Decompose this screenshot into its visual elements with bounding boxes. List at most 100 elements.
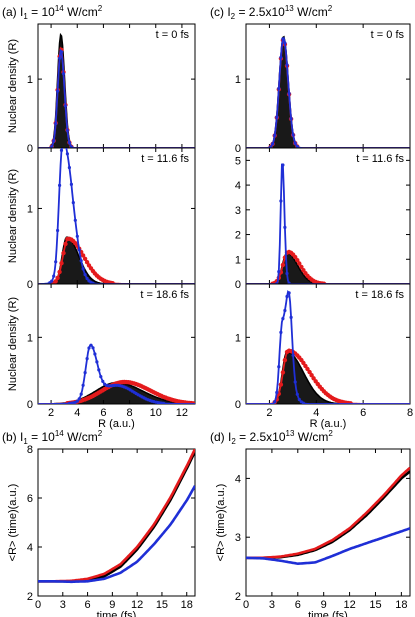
data-point-blue xyxy=(289,117,293,121)
data-point-blue xyxy=(50,145,54,148)
y-tick-label: 0 xyxy=(27,399,33,411)
data-point-blue xyxy=(54,260,58,264)
y-tick-label: 1 xyxy=(27,203,33,215)
data-point-red xyxy=(57,269,62,275)
x-axis-label: R (a.u.) xyxy=(98,418,135,430)
data-point-blue xyxy=(101,379,105,383)
title-part: 1 xyxy=(23,12,28,21)
series-line-black xyxy=(246,35,410,148)
series-fill-black xyxy=(38,382,195,404)
data-point-blue xyxy=(297,397,301,402)
data-point-red xyxy=(297,261,302,266)
data-point-blue xyxy=(87,346,91,350)
data-point-blue xyxy=(277,365,281,369)
data-point-blue xyxy=(277,270,281,274)
y-tick-label: 0 xyxy=(27,143,33,155)
panel-b: 0 3 6 9 12 15 18 2 4 6 8 time (fs) <R> (time)(a.u.) xyxy=(7,444,196,617)
data-point-blue xyxy=(283,225,287,229)
title-part: 13 xyxy=(285,4,294,13)
y-tick-label: 2 xyxy=(27,591,33,603)
title-part: 14 xyxy=(55,4,64,13)
series-line-blue xyxy=(38,485,195,584)
x-tick-label: 9 xyxy=(109,599,115,611)
plot-area xyxy=(38,32,195,148)
x-tick-label: 9 xyxy=(321,599,327,611)
data-point-blue xyxy=(81,383,85,387)
plot-area xyxy=(246,466,410,566)
data-point-blue xyxy=(287,291,291,295)
x-tick-label: 3 xyxy=(269,599,275,611)
panel-c1: 0 1 2 3 4 5 t = 11.6 fs xyxy=(235,147,411,291)
series-fill-black xyxy=(246,352,410,404)
title-part: 2 xyxy=(328,4,333,13)
data-point-blue xyxy=(69,182,73,186)
data-point-blue xyxy=(95,360,99,364)
plot-frame xyxy=(245,283,411,405)
time-label: t = 18.6 fs xyxy=(140,289,189,301)
data-point-blue xyxy=(85,357,89,361)
x-tick-label: 12 xyxy=(131,599,143,611)
x-tick-label: 6 xyxy=(295,599,301,611)
y-tick-label: 1 xyxy=(27,332,33,344)
x-tick-label: 15 xyxy=(156,599,168,611)
series-line-blue xyxy=(246,289,410,404)
title-part: W/cm xyxy=(64,5,98,19)
series-line-red xyxy=(38,449,195,583)
title-part: 2 xyxy=(231,12,236,21)
plot-area xyxy=(38,449,195,584)
time-label: t = 18.6 fs xyxy=(355,289,404,301)
title-part: = 10 xyxy=(28,5,55,19)
y-tick-label: 4 xyxy=(27,542,33,554)
data-point-red xyxy=(295,258,300,263)
data-point-blue xyxy=(293,141,297,145)
data-point-blue xyxy=(279,55,283,59)
data-point-blue xyxy=(65,152,69,156)
data-point-blue xyxy=(295,392,299,396)
panel-d: 0 3 6 9 12 15 18 2 3 4 time (fs) <R> (time)(a.u.) xyxy=(215,448,411,617)
panel-a1: 0 1 Nuclear density (R) t = 11.6 fs xyxy=(7,147,196,291)
data-point-blue xyxy=(63,104,68,108)
series-line-blue xyxy=(38,48,195,148)
y-tick-label: 6 xyxy=(27,493,33,505)
data-point-blue xyxy=(291,133,295,137)
data-point-blue xyxy=(91,281,95,284)
plot-frame xyxy=(245,147,411,285)
y-tick-label: 1 xyxy=(235,332,241,344)
series-line-blue xyxy=(246,36,410,148)
plot-frame xyxy=(245,23,411,149)
data-point-blue xyxy=(75,234,79,238)
title-part: 13 xyxy=(286,429,295,438)
data-point-blue xyxy=(50,279,54,283)
series-line-blue xyxy=(246,163,410,284)
data-point-blue xyxy=(58,56,62,60)
data-point-blue xyxy=(293,380,297,384)
y-axis-label: Nuclear density (R) xyxy=(7,169,19,263)
x-tick-label: 15 xyxy=(369,599,381,611)
data-point-red xyxy=(63,241,68,247)
title-part: (a) I xyxy=(2,5,23,19)
data-point-red xyxy=(84,260,90,265)
data-point-red xyxy=(55,275,60,281)
data-point-blue xyxy=(67,141,71,145)
series-line-black xyxy=(38,450,195,583)
data-point-blue xyxy=(281,317,285,321)
title-part: (d) I xyxy=(210,430,231,444)
plot-frame xyxy=(37,448,196,597)
y-tick-label: 0 xyxy=(235,279,241,291)
x-tick-label: 12 xyxy=(343,599,355,611)
x-tick-label: 18 xyxy=(181,599,193,611)
y-tick-label: 5 xyxy=(235,155,241,167)
series-line-blue xyxy=(246,527,410,566)
series-line-red xyxy=(246,251,410,284)
title-part: W/cm xyxy=(294,5,328,19)
title-part: 1 xyxy=(23,437,28,446)
y-tick-label: 4 xyxy=(235,180,241,192)
panel-a0: 0 1 Nuclear density (R) t = 0 fs xyxy=(7,23,196,155)
title-part: W/cm xyxy=(64,430,98,444)
data-point-blue xyxy=(277,86,281,91)
data-point-blue xyxy=(77,248,81,252)
data-point-blue xyxy=(269,145,273,148)
title-part: = 10 xyxy=(28,430,55,444)
data-point-blue xyxy=(301,401,305,404)
x-tick-label: 3 xyxy=(60,599,66,611)
